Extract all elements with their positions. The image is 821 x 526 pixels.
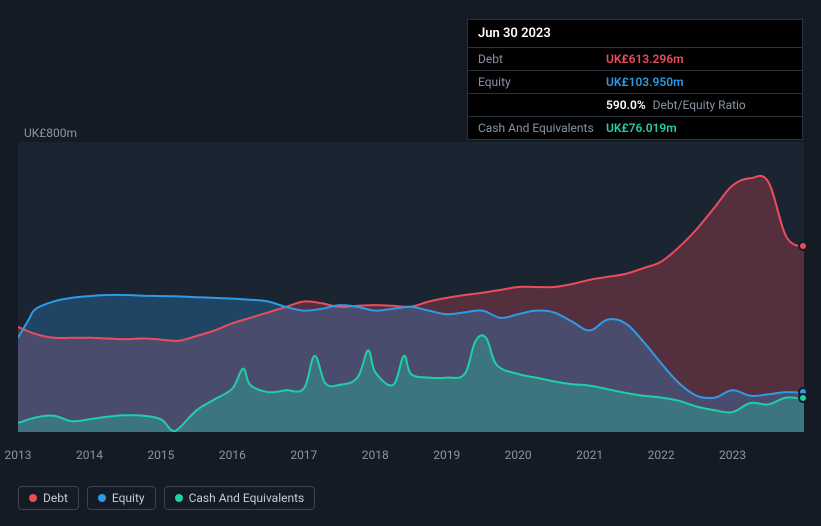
tooltip-label-empty bbox=[478, 98, 606, 112]
tooltip-row-ratio: 590.0% Debt/Equity Ratio bbox=[468, 94, 802, 117]
circle-icon bbox=[29, 494, 37, 502]
tooltip-row-debt: Debt UK£613.296m bbox=[468, 48, 802, 71]
legend-label: Equity bbox=[112, 491, 145, 505]
tooltip-ratio-pct: 590.0% bbox=[606, 98, 646, 112]
x-tick-label: 2014 bbox=[76, 448, 103, 462]
legend-label: Debt bbox=[43, 491, 68, 505]
x-tick-label: 2020 bbox=[505, 448, 532, 462]
x-tick-label: 2022 bbox=[648, 448, 675, 462]
x-tick-label: 2018 bbox=[362, 448, 389, 462]
end-marker-cash bbox=[798, 393, 808, 403]
tooltip-label: Debt bbox=[478, 52, 606, 66]
x-tick-label: 2023 bbox=[719, 448, 746, 462]
legend-item-cash[interactable]: Cash And Equivalents bbox=[164, 486, 316, 510]
circle-icon bbox=[175, 494, 183, 502]
legend-label: Cash And Equivalents bbox=[189, 491, 305, 505]
chart-svg bbox=[18, 142, 804, 432]
tooltip-label: Equity bbox=[478, 75, 606, 89]
tooltip-date: Jun 30 2023 bbox=[468, 20, 802, 48]
chart-plot-area[interactable] bbox=[18, 142, 804, 432]
tooltip-value: UK£103.950m bbox=[606, 75, 684, 89]
legend-item-equity[interactable]: Equity bbox=[87, 486, 156, 510]
end-marker-debt bbox=[798, 241, 808, 251]
x-tick-label: 2017 bbox=[290, 448, 317, 462]
tooltip-value: UK£613.296m bbox=[606, 52, 684, 66]
debt-equity-chart: UK£800m UK£0 201320142015201620172018201… bbox=[0, 120, 821, 480]
x-tick-label: 2021 bbox=[576, 448, 603, 462]
circle-icon bbox=[98, 494, 106, 502]
chart-legend: Debt Equity Cash And Equivalents bbox=[18, 486, 315, 510]
tooltip-row-equity: Equity UK£103.950m bbox=[468, 71, 802, 94]
x-tick-label: 2019 bbox=[433, 448, 460, 462]
y-axis-label-max: UK£800m bbox=[24, 126, 77, 140]
tooltip-ratio-text: Debt/Equity Ratio bbox=[653, 98, 746, 112]
legend-item-debt[interactable]: Debt bbox=[18, 486, 79, 510]
x-tick-label: 2015 bbox=[147, 448, 174, 462]
x-tick-label: 2013 bbox=[5, 448, 32, 462]
x-tick-label: 2016 bbox=[219, 448, 246, 462]
